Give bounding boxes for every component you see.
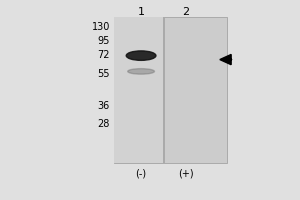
Ellipse shape [126, 51, 156, 60]
Text: 95: 95 [98, 36, 110, 46]
Text: 28: 28 [98, 119, 110, 129]
Bar [164, 17, 165, 163]
Text: 130: 130 [92, 22, 110, 32]
Bar [114, 17, 164, 163]
Bar [114, 17, 227, 163]
Text: 72: 72 [98, 50, 110, 60]
Text: 2: 2 [182, 7, 189, 17]
Text: 36: 36 [98, 101, 110, 111]
FancyArrow shape [220, 54, 232, 65]
Text: 55: 55 [98, 69, 110, 79]
Text: 1: 1 [138, 7, 145, 17]
Text: (-): (-) [136, 169, 147, 179]
Text: (+): (+) [178, 169, 194, 179]
Ellipse shape [128, 69, 154, 74]
